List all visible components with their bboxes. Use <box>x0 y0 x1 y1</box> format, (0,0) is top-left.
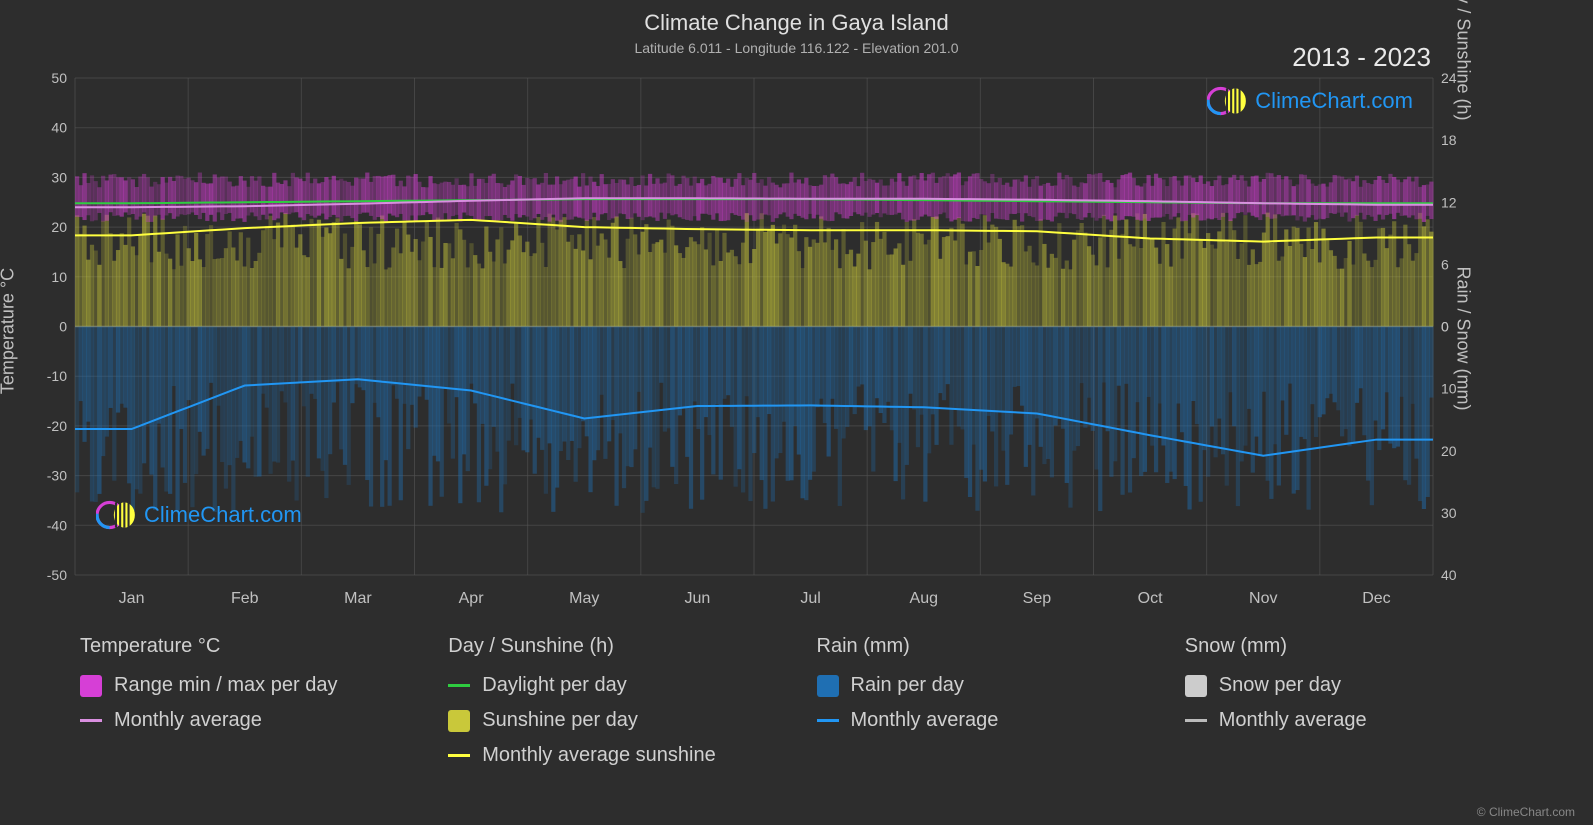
svg-text:40: 40 <box>51 120 67 136</box>
legend: Temperature °C Range min / max per day Mon… <box>80 635 1533 805</box>
legend-item: Monthly average <box>1185 709 1533 732</box>
legend-swatch <box>448 754 470 757</box>
svg-text:Feb: Feb <box>231 590 259 607</box>
svg-text:12: 12 <box>1441 194 1457 210</box>
chart-title: Climate Change in Gaya Island <box>0 10 1593 36</box>
svg-text:0: 0 <box>1441 319 1449 335</box>
svg-text:Aug: Aug <box>910 590 938 607</box>
svg-text:-50: -50 <box>47 567 67 583</box>
legend-item: Monthly average sunshine <box>448 744 796 767</box>
legend-heading: Day / Sunshine (h) <box>448 635 796 658</box>
legend-label: Daylight per day <box>482 674 627 697</box>
y-axis-left-label: Temperature °C <box>0 267 19 393</box>
svg-text:-10: -10 <box>47 368 67 384</box>
legend-swatch <box>448 710 470 732</box>
legend-heading: Temperature °C <box>80 635 428 658</box>
legend-label: Sunshine per day <box>482 709 638 732</box>
svg-text:-30: -30 <box>47 468 67 484</box>
legend-item: Daylight per day <box>448 674 796 697</box>
svg-text:0: 0 <box>59 319 67 335</box>
legend-item: Sunshine per day <box>448 709 796 732</box>
chart-plot-area: -50-40-30-20-100102030405006121824010203… <box>75 70 1433 615</box>
svg-text:Jan: Jan <box>119 590 145 607</box>
legend-item: Monthly average <box>80 709 428 732</box>
svg-text:Dec: Dec <box>1362 590 1390 607</box>
svg-text:May: May <box>569 590 599 607</box>
svg-text:Nov: Nov <box>1249 590 1277 607</box>
legend-heading: Snow (mm) <box>1185 635 1533 658</box>
svg-text:Sep: Sep <box>1023 590 1052 607</box>
legend-heading: Rain (mm) <box>817 635 1165 658</box>
svg-text:-40: -40 <box>47 517 67 533</box>
legend-column: Temperature °C Range min / max per day Mon… <box>80 635 428 805</box>
legend-label: Snow per day <box>1219 674 1341 697</box>
svg-text:30: 30 <box>1441 505 1457 521</box>
legend-column: Rain (mm) Rain per day Monthly average <box>817 635 1165 805</box>
svg-text:Oct: Oct <box>1138 590 1163 607</box>
legend-label: Range min / max per day <box>114 674 337 697</box>
legend-swatch <box>1185 675 1207 697</box>
svg-text:40: 40 <box>1441 567 1457 583</box>
svg-text:18: 18 <box>1441 132 1457 148</box>
legend-item: Monthly average <box>817 709 1165 732</box>
legend-column: Day / Sunshine (h) Daylight per day Sunshi… <box>448 635 796 805</box>
legend-label: Monthly average <box>114 709 262 732</box>
svg-text:24: 24 <box>1441 70 1457 86</box>
svg-text:Apr: Apr <box>459 590 485 607</box>
svg-text:Jul: Jul <box>800 590 820 607</box>
legend-label: Monthly average sunshine <box>482 744 715 767</box>
svg-text:20: 20 <box>1441 443 1457 459</box>
legend-column: Snow (mm) Snow per day Monthly average <box>1185 635 1533 805</box>
svg-text:Mar: Mar <box>344 590 372 607</box>
chart-svg: -50-40-30-20-100102030405006121824010203… <box>75 70 1433 615</box>
year-range: 2013 - 2023 <box>1292 42 1431 73</box>
legend-swatch <box>817 675 839 697</box>
svg-text:Jun: Jun <box>685 590 711 607</box>
legend-label: Monthly average <box>1219 709 1367 732</box>
svg-text:10: 10 <box>51 269 67 285</box>
legend-swatch <box>817 719 839 722</box>
chart-root: Climate Change in Gaya Island Latitude 6… <box>0 0 1593 825</box>
legend-label: Monthly average <box>851 709 999 732</box>
svg-text:6: 6 <box>1441 256 1449 272</box>
y-axis-right-top-label: Day / Sunshine (h) <box>1453 0 1474 121</box>
legend-label: Rain per day <box>851 674 964 697</box>
legend-item: Range min / max per day <box>80 674 428 697</box>
legend-swatch <box>1185 719 1207 722</box>
svg-text:10: 10 <box>1441 381 1457 397</box>
copyright: © ClimeChart.com <box>1477 805 1575 819</box>
legend-swatch <box>80 675 102 697</box>
legend-item: Snow per day <box>1185 674 1533 697</box>
svg-text:30: 30 <box>51 169 67 185</box>
svg-text:50: 50 <box>51 70 67 86</box>
legend-swatch <box>80 719 102 722</box>
svg-text:-20: -20 <box>47 418 67 434</box>
legend-swatch <box>448 684 470 687</box>
svg-text:20: 20 <box>51 219 67 235</box>
legend-item: Rain per day <box>817 674 1165 697</box>
